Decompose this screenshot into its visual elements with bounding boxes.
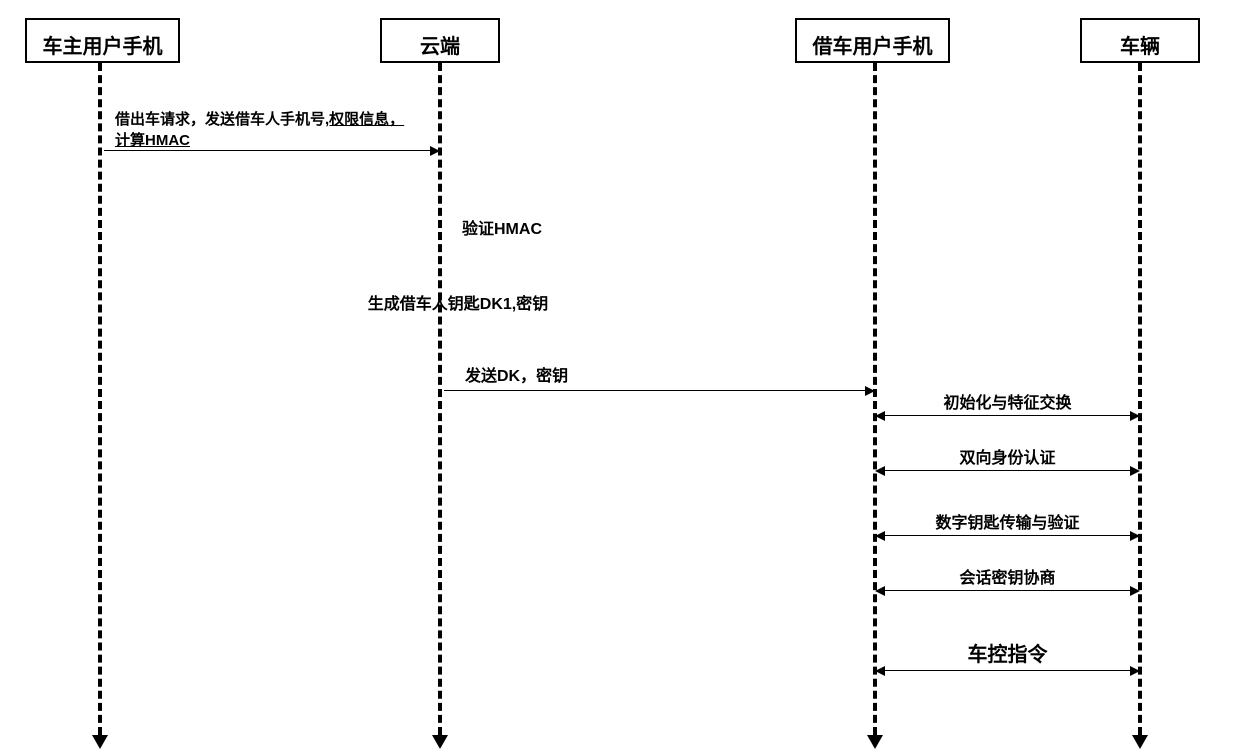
message-m9-arrow-left [875,666,885,676]
participant-borrower: 借车用户手机 [795,18,950,63]
lifeline-arrowhead-owner [92,735,108,749]
message-m9-line [879,670,1136,671]
lifeline-arrowhead-cloud [432,735,448,749]
participant-cloud: 云端 [380,18,500,63]
message-m8-label: 会话密钥协商 [959,564,1055,588]
message-m1-label: 借出车请求，发送借车人手机号,权限信息，计算HMAC [115,108,404,150]
message-m5-arrow-left [875,411,885,421]
message-m8-arrow-right [1130,586,1140,596]
message-m7-line [879,535,1136,536]
message-m4-line [444,390,871,391]
message-m7-label: 数字钥匙传输与验证 [935,509,1079,533]
message-m5-line [879,415,1136,416]
lifeline-vehicle [1138,63,1142,735]
message-m6-line [879,470,1136,471]
participant-vehicle: 车辆 [1080,18,1200,63]
participant-cloud-label: 云端 [420,36,460,58]
participant-owner: 车主用户手机 [25,18,180,63]
message-m6-arrow-left [875,466,885,476]
message-m1-line [104,150,436,151]
message-m4-arrow-right [865,386,875,396]
message-m8-arrow-left [875,586,885,596]
participant-borrower-label: 借车用户手机 [813,36,933,58]
participant-vehicle-label: 车辆 [1120,36,1160,58]
message-m5-arrow-right [1130,411,1140,421]
lifeline-borrower [873,63,877,735]
message-m9-arrow-right [1130,666,1140,676]
lifeline-cloud [438,63,442,735]
lifeline-owner [98,63,102,735]
lifeline-arrowhead-vehicle [1132,735,1148,749]
message-m6-arrow-right [1130,466,1140,476]
message-m2-label: 验证HMAC [462,215,542,239]
message-m7-arrow-left [875,531,885,541]
message-m3-label: 生成借车人钥匙DK1,密钥 [368,290,548,314]
message-m8-line [879,590,1136,591]
message-m5-label: 初始化与特征交换 [943,389,1071,413]
message-m1-arrow-right [430,146,440,156]
lifeline-arrowhead-borrower [867,735,883,749]
message-m9-label: 车控指令 [968,638,1048,667]
message-m4-label: 发送DK，密钥 [465,362,568,386]
message-m7-arrow-right [1130,531,1140,541]
participant-owner-label: 车主用户手机 [43,36,163,58]
message-m6-label: 双向身份认证 [959,444,1055,468]
